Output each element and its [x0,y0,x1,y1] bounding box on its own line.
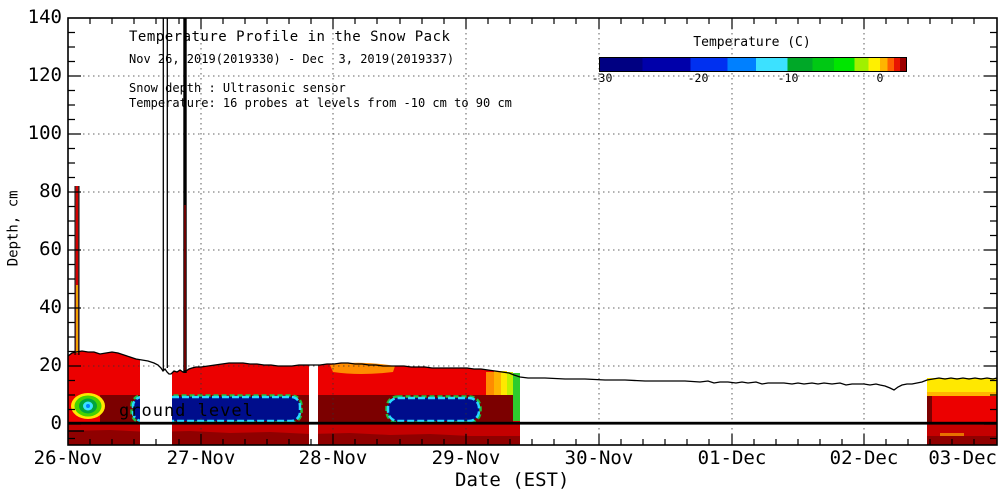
x-tick-label-01dec: 01-Dec [697,447,767,469]
colorbar-tick-minus20: -20 [687,71,709,85]
soil-lower-region [68,430,520,445]
x-tick-label-03dec: 03-Dec [928,447,997,469]
x-tick-label-30nov: 30-Nov [564,447,634,469]
cold-spot-eye [71,393,105,419]
y-tick-label-80: 80 [39,180,62,202]
colorbar-tick-zero: 0 [876,71,884,85]
colorbar [599,57,907,72]
ground-level-line [68,421,997,425]
colorbar-tick-minus10: -10 [777,71,799,85]
cold-blob-1-rim [130,394,303,424]
axis-ticks [68,18,997,445]
x-tick-label-29nov: 29-Nov [431,447,501,469]
x-axis-title: Date (EST) [455,469,570,491]
grid-horizontal [68,75,997,367]
x-tick-label-27nov: 27-Nov [166,447,236,469]
surface-cooling-columns [486,371,520,421]
plot-frame [67,17,998,446]
y-tick-label-100: 100 [27,122,62,144]
y-tick-label-40: 40 [39,296,62,318]
chart-title: Temperature Profile in the Snow Pack [129,29,451,45]
ground-level-label: ground level [119,401,254,421]
y-tick-label-120: 120 [27,64,62,86]
colorbar-tick-minus30: -30 [591,71,613,85]
y-tick-label-140: 140 [27,6,62,28]
x-tick-label-26nov: 26-Nov [33,447,103,469]
x-tick-label-28nov: 28-Nov [298,447,368,469]
note-snow-depth-sensor: Snow depth : Ultrasonic sensor [129,81,346,95]
y-tick-label-0: 0 [50,412,62,434]
cold-blob-2 [386,396,481,423]
note-temperature-probes: Temperature: 16 probes at levels from -1… [129,96,512,110]
spike-artifacts [74,18,187,373]
colorbar-title: Temperature (C) [693,35,811,50]
chart-subtitle: Nov 26, 2019(2019330) - Dec 3, 2019(2019… [129,52,455,66]
y-tick-label-60: 60 [39,238,62,260]
y-tick-label-20: 20 [39,354,62,376]
x-tick-label-02dec: 02-Dec [829,447,899,469]
cold-blob-1 [131,395,302,423]
snow-depth-line [67,350,998,391]
resumed-data-block [927,378,997,445]
data-gap-2 [309,358,318,445]
